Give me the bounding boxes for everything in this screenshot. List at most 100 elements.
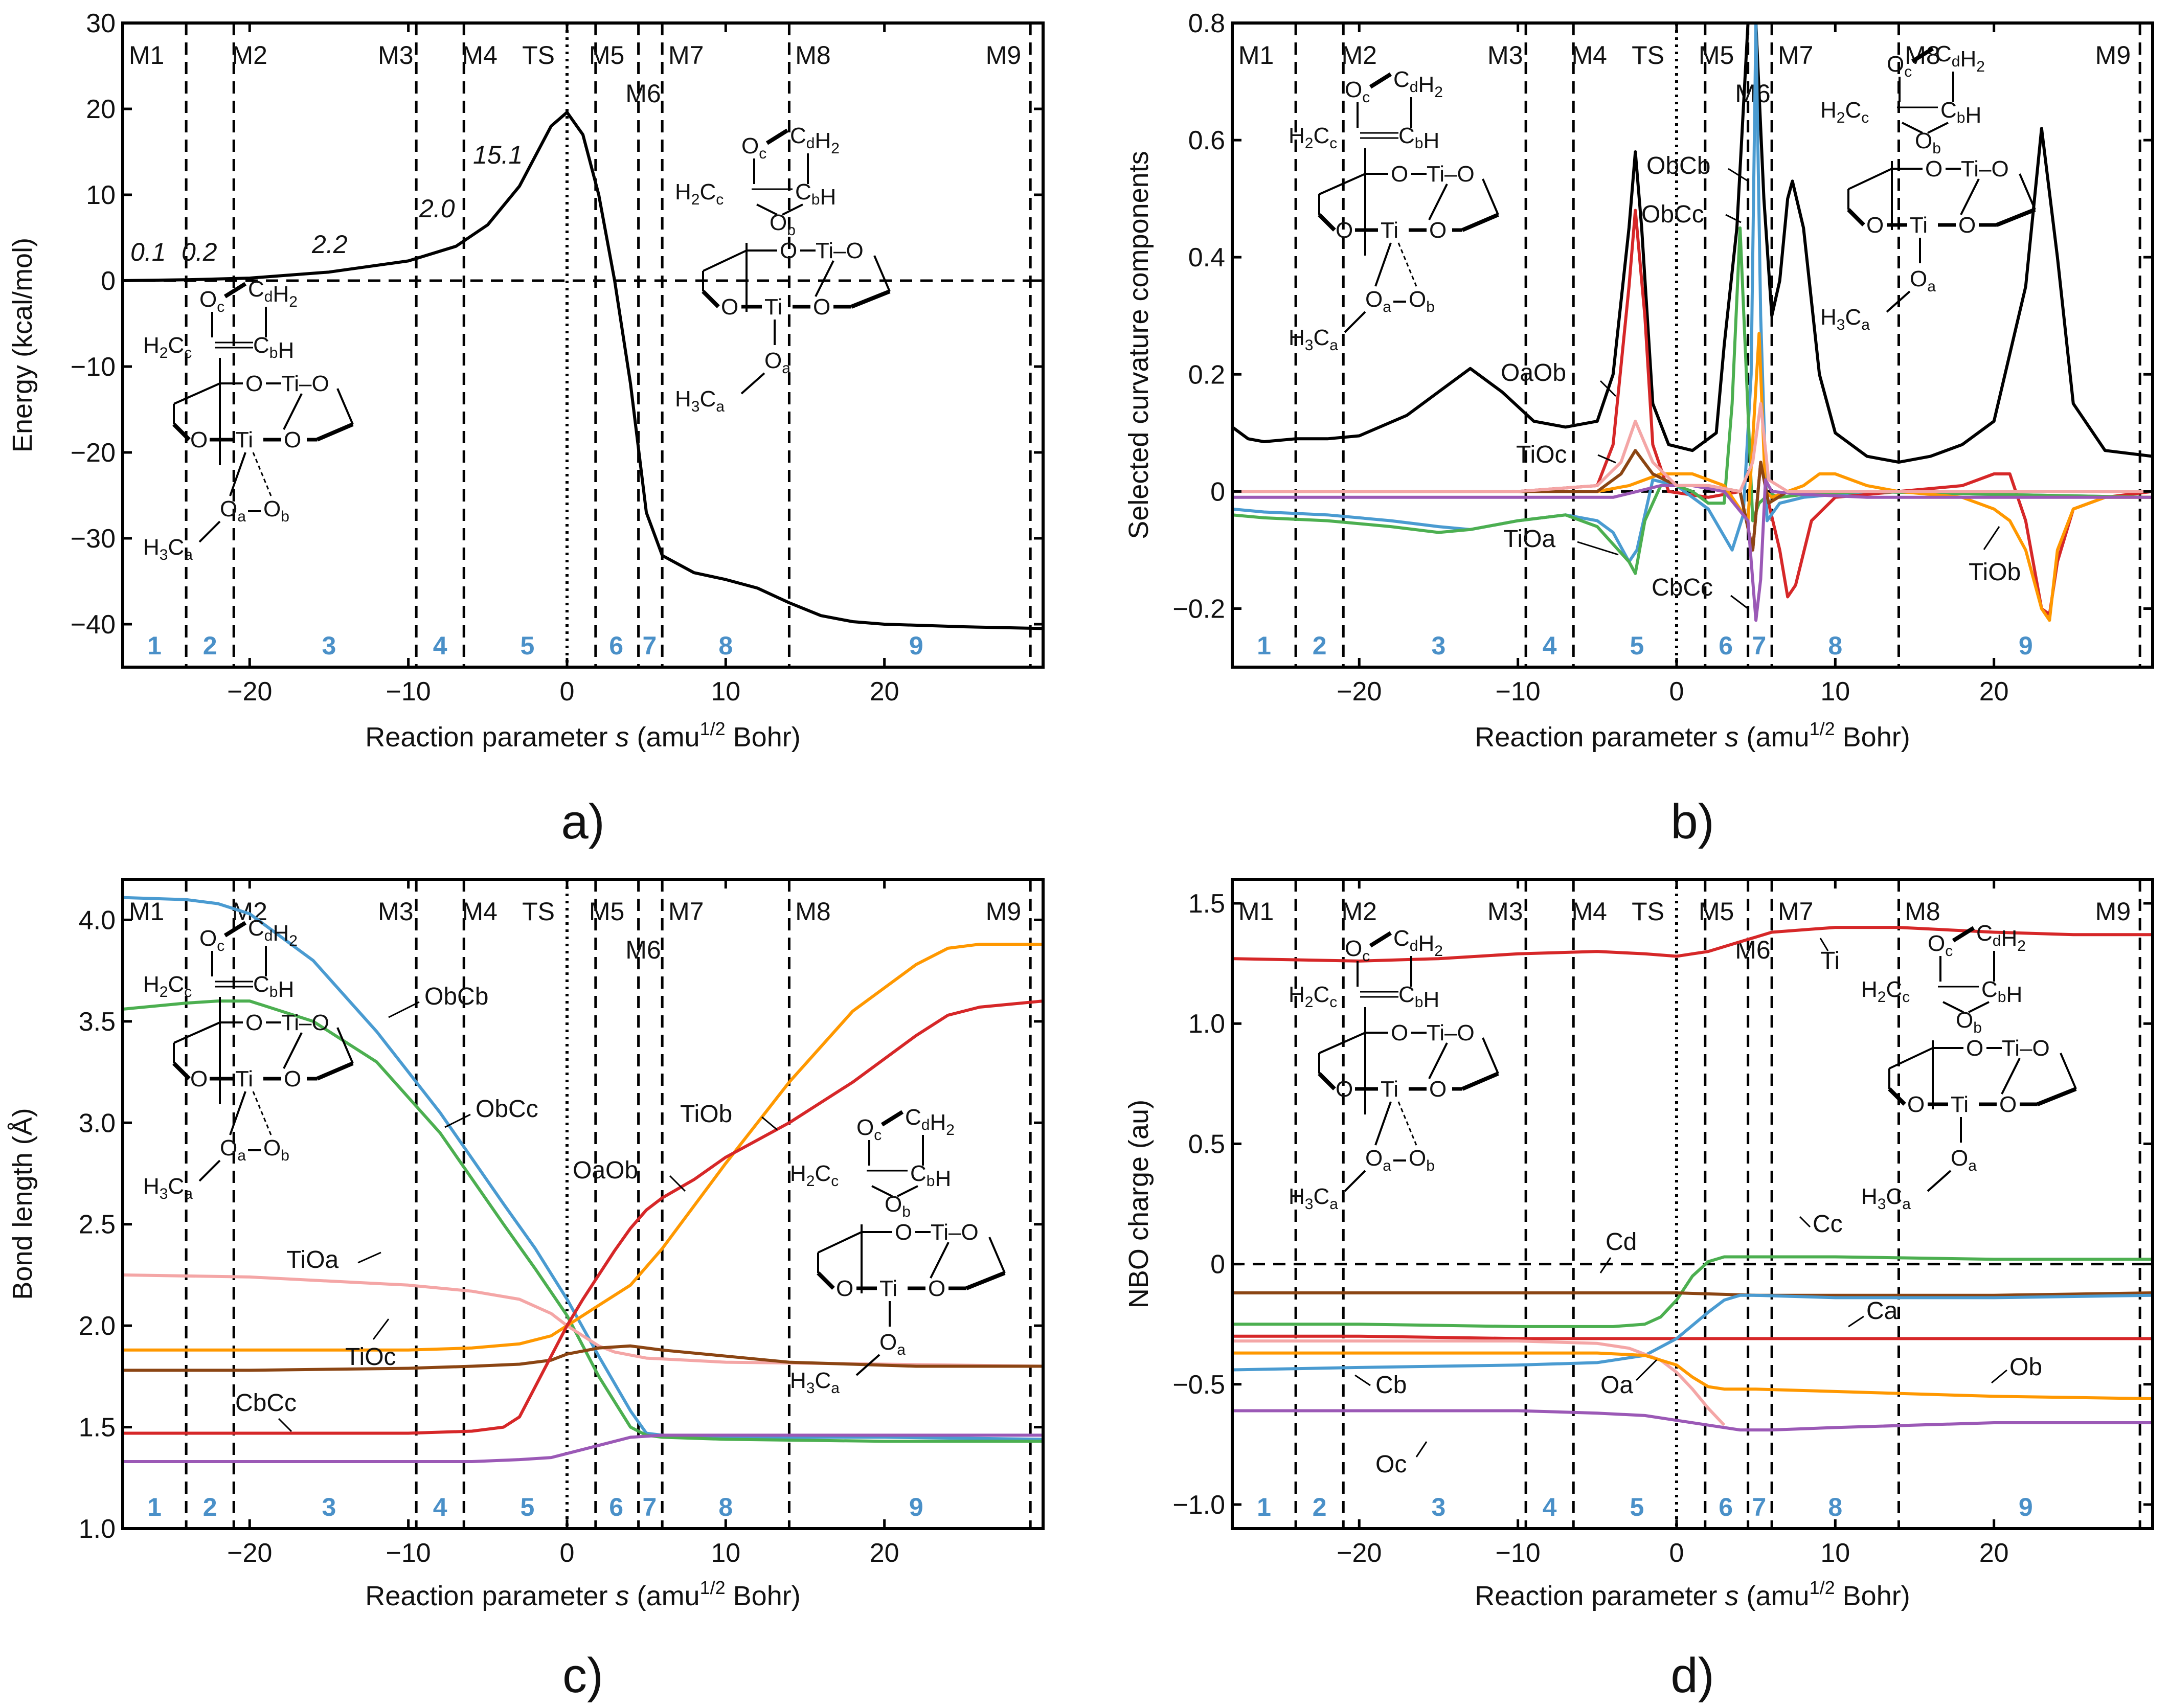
mol-bond (1369, 72, 1392, 89)
d-mlabel-M4: M4 (1572, 897, 1607, 926)
a-ylabel: Energy (kcal/mol) (7, 238, 38, 452)
d-mlabel-M2: M2 (1342, 897, 1377, 926)
mol-Oa: Oa (764, 348, 790, 377)
mol-H3Ca: H3Ca (1820, 305, 1870, 333)
d-mlabel-M9: M9 (2095, 897, 2131, 926)
a-ytick-label: 10 (86, 180, 116, 210)
mol-CdH2: CdH2 (1393, 926, 1443, 960)
a-region-9: 9 (909, 631, 923, 660)
b-series-CbCc (1232, 478, 2153, 622)
b-axes-frame (1231, 21, 2154, 669)
mol-O3: O (813, 294, 830, 320)
mol-bond (1318, 213, 1336, 232)
mol-Oc: Oc (1345, 77, 1370, 106)
d-label-Cd: Cd (1606, 1228, 1637, 1256)
c-mlabel-M7: M7 (668, 897, 704, 926)
a-region-4: 4 (433, 631, 447, 660)
c-mlabel-M9: M9 (986, 897, 1021, 926)
mol-H3Ca: H3Ca (790, 1368, 840, 1397)
mol-H2Cc: H2Cc (1820, 98, 1869, 126)
d-arrows (1354, 938, 2007, 1458)
a-region-3: 3 (322, 631, 336, 660)
d-panel-label: d) (1670, 1648, 1714, 1703)
c-mlabel-M3: M3 (378, 897, 413, 926)
c-ytick-label: 2.0 (79, 1311, 116, 1341)
mol-Oa: Oa (879, 1330, 906, 1358)
b-plot-area: M1M2M3M4TSM5M6M7M8M9123456789−0.200.20.4… (1172, 9, 2153, 707)
mol-bond (988, 1237, 1006, 1273)
mol-H3Ca: H3Ca (1289, 325, 1338, 354)
b-region-7: 7 (1752, 631, 1766, 660)
mol-bond (1344, 311, 1366, 333)
mol-bond (1397, 242, 1417, 287)
mol-bond (1319, 1032, 1366, 1054)
a-region-5: 5 (520, 631, 534, 660)
a-xtick-label: 20 (870, 677, 899, 707)
mol-bond (930, 1242, 950, 1279)
mol-Ti: Ti (1951, 1092, 1969, 1117)
d-label-Ti: Ti (1820, 947, 1840, 974)
mol-O2: O (1336, 218, 1353, 243)
mol-Oa: Oa (220, 496, 246, 525)
mol-Oc: Oc (1887, 52, 1912, 80)
mol-bond (2037, 1087, 2077, 1106)
d-label-Cb: Cb (1375, 1372, 1407, 1399)
b-region-4: 4 (1543, 631, 1557, 660)
mol-TiO: Ti–O (1427, 162, 1475, 187)
mol-O1: O (1966, 1036, 1983, 1061)
c-label-OaOb: OaOb (573, 1157, 638, 1184)
a-panel-label: a) (561, 794, 604, 849)
mol-bond (871, 1185, 893, 1197)
mol-Oa: Oa (1910, 266, 1936, 295)
a-ytick-label: −30 (71, 524, 116, 554)
mol-bond (172, 423, 191, 441)
a-mlabel-M7: M7 (668, 41, 704, 70)
c-region-3: 3 (322, 1493, 336, 1521)
a-xlabel: Reaction parameter s (amu1/2 Bohr) (365, 718, 800, 753)
d-ytick-label: 0.5 (1188, 1129, 1225, 1159)
a-region-6: 6 (609, 631, 623, 660)
d-mlabel-M6: M6 (1735, 936, 1770, 964)
b-series-TiOa (1232, 23, 2153, 563)
a-mlabel-M3: M3 (378, 41, 413, 70)
panel-b: M1M2M3M4TSM5M6M7M8M9123456789−0.200.20.4… (1123, 9, 2154, 849)
mol-Oc: Oc (1345, 936, 1370, 965)
mol-bond (1461, 213, 1499, 232)
mol-bond (1996, 208, 2036, 227)
mol-bond (316, 422, 354, 442)
c-ylabel: Bond length (Å) (7, 1108, 38, 1300)
mol-O1: O (1391, 162, 1408, 187)
d-ytick-label: 0 (1210, 1250, 1225, 1280)
a-mlabel-M9: M9 (986, 41, 1021, 70)
b-region-2: 2 (1313, 631, 1327, 660)
mol-CbH: CbH (910, 1161, 951, 1191)
d-mlabel-M3: M3 (1487, 897, 1523, 926)
b-series-OaOb (1232, 209, 2153, 616)
d-region-1: 1 (1257, 1493, 1271, 1521)
d-xtick-label: −20 (1337, 1538, 1382, 1568)
c-mlabel-M4: M4 (462, 897, 498, 926)
b-region-1: 1 (1257, 631, 1271, 660)
mol-Ob: Ob (263, 1135, 289, 1164)
d-xtick-label: 20 (1979, 1538, 2009, 1568)
mol-TiO: Ti–O (816, 238, 864, 263)
mol-bond (1968, 1001, 1990, 1013)
c-series-TiOb (123, 943, 1043, 1352)
c-region-9: 9 (909, 1493, 923, 1521)
b-mlabel-TS: TS (1632, 41, 1664, 70)
mol-bond (1482, 178, 1499, 215)
mol-Ti: Ti (1381, 1077, 1398, 1102)
d-series-Cd (1232, 1291, 2153, 1297)
mol-bond (1344, 1170, 1366, 1192)
mol-bond (229, 1091, 246, 1135)
c-label-TiOa: TiOa (286, 1246, 339, 1273)
mol-O2: O (721, 294, 738, 320)
c-mlabel-TS: TS (522, 897, 555, 926)
d-molecule-reactant: Oc CdH2 H2Cc CbH O Ti–O O Ti O Oa Ob H3Ca (1289, 926, 1499, 1213)
mol-bond (817, 1271, 835, 1290)
c-series-CbCc (123, 1433, 1043, 1463)
mol-H2Cc: H2Cc (1289, 123, 1337, 152)
mol-Ti: Ti (235, 1066, 253, 1091)
